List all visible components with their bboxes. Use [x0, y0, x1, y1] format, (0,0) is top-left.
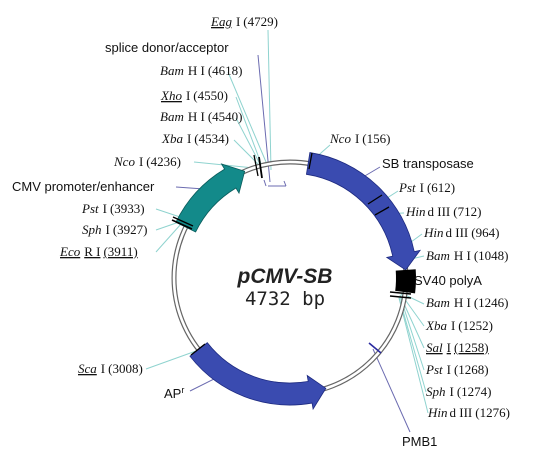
leader-xho — [235, 96, 263, 167]
tick-eco-3911 — [171, 219, 193, 230]
tick-hind-1276 — [389, 295, 412, 299]
label-pst-612: Pst I (612) — [398, 180, 455, 195]
tick-pst-612 — [367, 194, 383, 205]
tick-nco-156 — [308, 152, 313, 170]
label-nco-4236: Nco I (4236) — [113, 154, 181, 169]
label-pst-3933: Pst I (3933) — [81, 201, 145, 216]
leader-bamhi-4540 — [235, 117, 262, 167]
leader-eco-3911 — [155, 223, 182, 253]
leader-sph-1274 — [398, 296, 427, 393]
label-pmb1: PMB1 — [402, 434, 437, 449]
label-cmv: CMV promoter/enhancer — [12, 179, 155, 194]
label-sb: SB transposase — [382, 156, 474, 171]
label-hind-964: Hin d III (964) — [423, 225, 499, 240]
label-sca-3008: Sca I (3008) — [78, 361, 143, 376]
splice-bracket — [263, 179, 287, 187]
label-eco-3911: Eco R I (3911) — [59, 244, 138, 259]
tick-nco-4236 — [253, 154, 259, 177]
tick-sca-3008 — [190, 343, 206, 356]
tick-bamhi-1246 — [389, 291, 412, 295]
leader-bamhi-4618 — [227, 71, 267, 163]
label-eag: Eag I (4729) — [210, 14, 278, 29]
label-sph-1274: Sph I (1274) — [426, 384, 492, 399]
leader-pmb1 — [372, 348, 411, 433]
label-ap: APr — [164, 385, 184, 401]
tick-xba-4534 — [258, 156, 263, 179]
label-bamhi-4540: Bam H I (4540) — [160, 109, 242, 124]
label-bamhi-1048: Bam H I (1048) — [426, 248, 508, 263]
label-hind-1276: Hin d III (1276) — [427, 405, 510, 420]
leader-eag — [267, 29, 272, 171]
sb-transposase-arc — [305, 152, 422, 271]
label-bamhi-1246: Bam H I (1246) — [426, 295, 508, 310]
label-pst-1268: Pst I (1268) — [425, 362, 489, 377]
leader-xba-4534 — [233, 139, 261, 167]
tick-pmb1 — [368, 342, 382, 354]
plasmid-size: 4732 bp — [245, 288, 325, 310]
tick-hind-712 — [374, 206, 390, 216]
label-xba-4534: Xba I (4534) — [161, 131, 229, 146]
label-sal-1258: Sal I (1258) — [426, 340, 489, 355]
label-splice: splice donor/acceptor — [105, 40, 229, 55]
label-xho: Xho I (4550) — [160, 88, 228, 103]
label-bamhi-4618: Bam H I (4618) — [160, 63, 242, 78]
leader-splice — [257, 54, 271, 183]
leader-sca-3008 — [145, 350, 197, 370]
label-sv40: SV40 polyA — [414, 273, 482, 288]
tick-pst-3933 — [172, 216, 194, 227]
plasmid-name: pCMV-SB — [237, 265, 333, 288]
label-nco-156: Nco I (156) — [329, 131, 390, 146]
label-hind-712: Hin d III (712) — [405, 204, 481, 219]
sv40-polya-arc — [395, 269, 417, 294]
label-sph-3927: Sph I (3927) — [82, 222, 148, 237]
label-xba-1252: Xba I (1252) — [425, 318, 493, 333]
ap-resistance-arc — [189, 342, 327, 411]
cmv-promoter-arc — [175, 163, 246, 233]
leader-hind-1276 — [398, 297, 429, 414]
leader-ap — [189, 377, 217, 392]
